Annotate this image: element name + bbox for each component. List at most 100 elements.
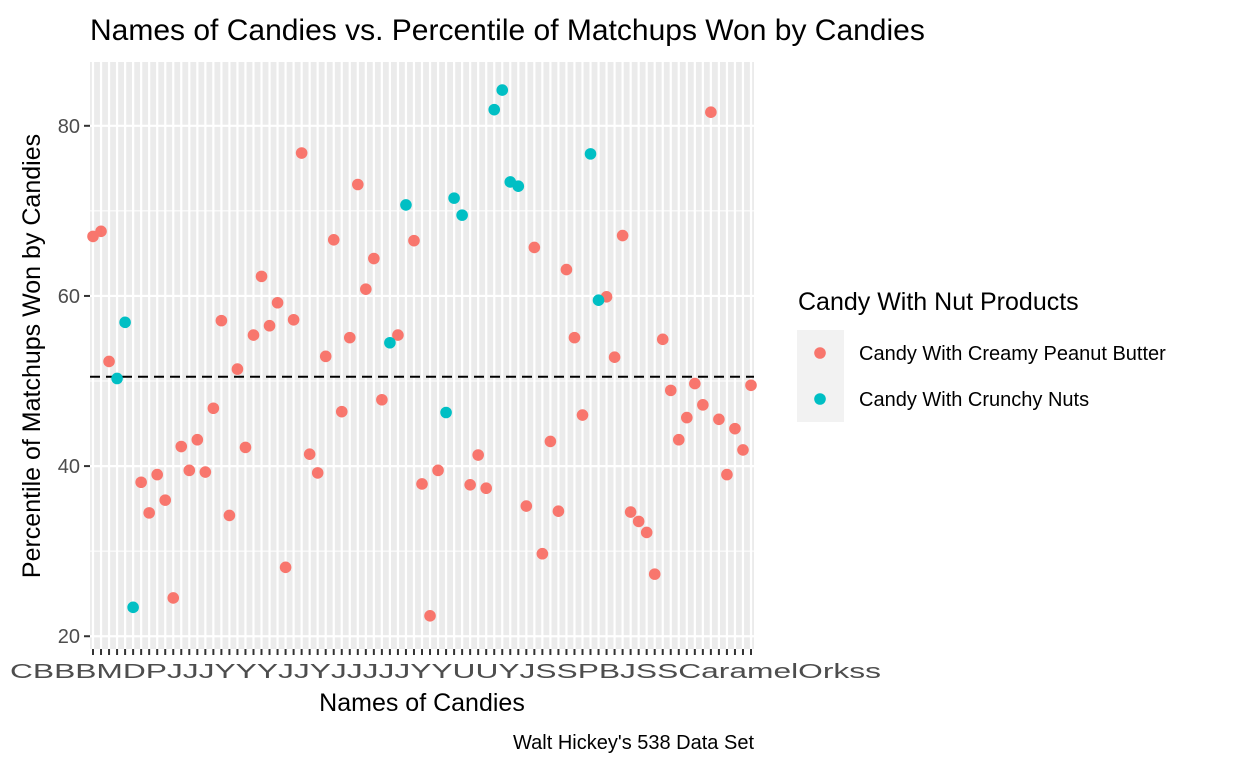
point-creamy-peanut-butter <box>705 106 717 118</box>
point-creamy-peanut-butter <box>464 479 476 491</box>
point-creamy-peanut-butter <box>640 526 653 539</box>
point-crunchy-nuts <box>440 406 452 419</box>
point-creamy-peanut-butter <box>729 422 741 435</box>
point-creamy-peanut-butter <box>520 500 533 512</box>
point-creamy-peanut-butter <box>295 147 308 159</box>
point-crunchy-nuts <box>584 148 597 160</box>
point-creamy-peanut-butter <box>271 296 284 309</box>
point-crunchy-nuts <box>111 372 123 385</box>
point-crunchy-nuts <box>127 601 139 614</box>
y-tick-label: 40 <box>58 456 80 478</box>
y-tick-label: 80 <box>58 116 80 138</box>
y-axis-label: Percentile of Matchups Won by Candies <box>18 134 46 578</box>
point-creamy-peanut-butter <box>231 363 244 375</box>
point-creamy-peanut-butter <box>737 444 749 456</box>
point-creamy-peanut-butter <box>303 448 316 460</box>
legend-label: Candy With Creamy Peanut Butter <box>859 343 1166 365</box>
point-creamy-peanut-butter <box>175 440 188 453</box>
point-creamy-peanut-butter <box>480 482 492 495</box>
point-creamy-peanut-butter <box>327 234 340 246</box>
x-axis-label: Names of Candies <box>319 689 525 717</box>
point-creamy-peanut-butter <box>672 433 685 446</box>
x-axis-ticks <box>92 649 752 655</box>
point-creamy-peanut-butter <box>713 413 725 426</box>
point-crunchy-nuts <box>456 209 468 221</box>
point-crunchy-nuts <box>400 199 412 211</box>
point-crunchy-nuts <box>488 103 501 116</box>
point-crunchy-nuts <box>592 294 605 307</box>
point-creamy-peanut-butter <box>135 476 147 489</box>
point-creamy-peanut-butter <box>143 507 155 519</box>
y-tick-label: 20 <box>58 626 80 648</box>
legend-key-point <box>814 347 826 359</box>
point-creamy-peanut-butter <box>697 399 709 411</box>
point-crunchy-nuts <box>384 336 396 349</box>
point-creamy-peanut-butter <box>360 283 372 295</box>
point-creamy-peanut-butter <box>552 505 565 517</box>
point-creamy-peanut-butter <box>416 478 428 490</box>
point-creamy-peanut-butter <box>191 433 204 446</box>
point-creamy-peanut-butter <box>681 411 693 424</box>
legend-title: Candy With Nut Products <box>798 288 1079 316</box>
point-creamy-peanut-butter <box>183 464 196 477</box>
point-creamy-peanut-butter <box>472 449 484 461</box>
chart-title: Names of Candies vs. Percentile of Match… <box>90 14 925 47</box>
point-creamy-peanut-butter <box>223 509 236 522</box>
legend-label: Candy With Crunchy Nuts <box>859 389 1089 411</box>
point-creamy-peanut-butter <box>544 435 557 448</box>
point-creamy-peanut-butter <box>255 270 268 283</box>
point-creamy-peanut-butter <box>408 234 420 247</box>
point-creamy-peanut-butter <box>424 610 436 622</box>
point-creamy-peanut-butter <box>263 319 276 332</box>
point-creamy-peanut-butter <box>616 229 629 242</box>
point-creamy-peanut-butter <box>745 379 757 392</box>
point-creamy-peanut-butter <box>311 467 324 479</box>
point-crunchy-nuts <box>448 192 460 204</box>
point-creamy-peanut-butter <box>368 252 380 265</box>
point-creamy-peanut-butter <box>215 314 228 327</box>
point-creamy-peanut-butter <box>247 329 260 341</box>
major-gridlines <box>90 62 754 649</box>
point-creamy-peanut-butter <box>432 464 444 477</box>
point-creamy-peanut-butter <box>632 515 645 528</box>
point-creamy-peanut-butter <box>392 329 404 341</box>
point-creamy-peanut-butter <box>95 225 107 238</box>
x-tick-labels: CBBBMDPJJJYYYJJYJJJJJYYUUYJSSPBJSSCarame… <box>10 661 881 683</box>
data-points <box>87 84 757 622</box>
chart-caption: Walt Hickey's 538 Data Set <box>513 732 754 754</box>
point-creamy-peanut-butter <box>689 377 701 390</box>
point-creamy-peanut-butter <box>576 409 589 421</box>
y-tick-label: 60 <box>58 286 80 308</box>
point-creamy-peanut-butter <box>343 331 356 344</box>
point-creamy-peanut-butter <box>560 263 573 276</box>
point-creamy-peanut-butter <box>528 241 541 254</box>
point-creamy-peanut-butter <box>319 350 332 363</box>
point-creamy-peanut-butter <box>608 351 621 364</box>
point-creamy-peanut-butter <box>568 331 581 344</box>
point-creamy-peanut-butter <box>103 355 115 368</box>
point-creamy-peanut-butter <box>167 592 180 604</box>
point-creamy-peanut-butter <box>624 506 637 518</box>
point-creamy-peanut-butter <box>352 178 364 191</box>
point-creamy-peanut-butter <box>207 402 220 415</box>
point-creamy-peanut-butter <box>279 561 292 574</box>
point-creamy-peanut-butter <box>287 313 300 326</box>
point-creamy-peanut-butter <box>151 468 163 481</box>
point-creamy-peanut-butter <box>159 494 172 506</box>
legend-key-box <box>797 330 844 422</box>
point-creamy-peanut-butter <box>199 466 212 478</box>
point-creamy-peanut-butter <box>536 547 549 560</box>
legend-key-point <box>814 393 826 405</box>
y-axis-ticks: 20 40 60 80 <box>58 116 90 648</box>
legend-entries: Candy With Creamy Peanut Butter Candy Wit… <box>814 343 1166 411</box>
point-creamy-peanut-butter <box>239 441 252 454</box>
point-creamy-peanut-butter <box>335 405 348 418</box>
point-crunchy-nuts <box>496 84 509 96</box>
point-creamy-peanut-butter <box>376 393 388 406</box>
point-creamy-peanut-butter <box>664 384 677 397</box>
point-creamy-peanut-butter <box>656 333 669 346</box>
point-creamy-peanut-butter <box>721 468 733 481</box>
point-crunchy-nuts <box>512 180 525 193</box>
